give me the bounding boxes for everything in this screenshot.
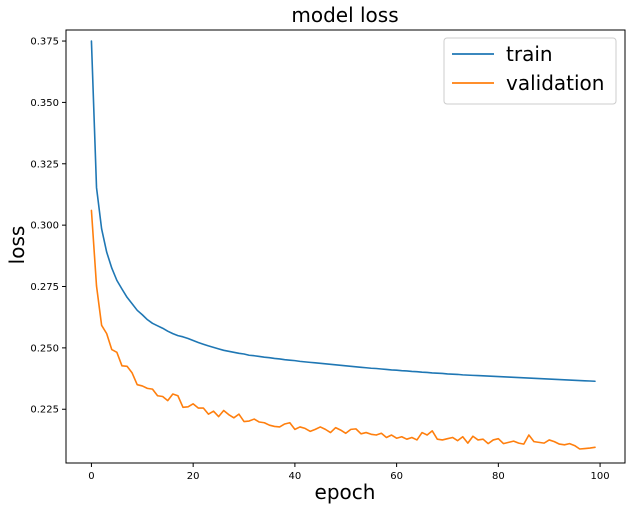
legend-label-validation: validation <box>506 71 604 95</box>
series-line-train <box>90 40 596 383</box>
plot-area: 0 20 40 60 80 100 0.225 0.250 0.275 0.300 0.325 0.3… <box>30 29 626 482</box>
x-axis-label: epoch <box>315 480 376 504</box>
y-tick-label-0.225: 0.225 <box>30 405 59 416</box>
legend: train validation <box>443 37 617 105</box>
y-tick-label-0.275: 0.275 <box>30 282 59 293</box>
axes-frame <box>65 29 626 464</box>
y-tick-label-0.325: 0.325 <box>30 159 59 170</box>
x-tick-label-20: 20 <box>187 471 200 482</box>
x-tick-label-100: 100 <box>591 471 610 482</box>
x-tick-label-40: 40 <box>289 471 302 482</box>
y-tick-label-0.250: 0.250 <box>30 343 59 354</box>
y-tick-label-0.300: 0.300 <box>30 221 59 232</box>
legend-label-train: train <box>506 42 553 66</box>
x-tick-label-80: 80 <box>492 471 505 482</box>
x-tick-label-0: 0 <box>88 471 94 482</box>
y-tick-label-0.375: 0.375 <box>30 37 59 48</box>
y-axis-label: loss <box>5 226 29 265</box>
y-tick-label-0.350: 0.350 <box>30 98 59 109</box>
x-tick-label-60: 60 <box>390 471 403 482</box>
chart-title: model loss <box>291 3 398 27</box>
series-line-validation <box>90 209 596 450</box>
